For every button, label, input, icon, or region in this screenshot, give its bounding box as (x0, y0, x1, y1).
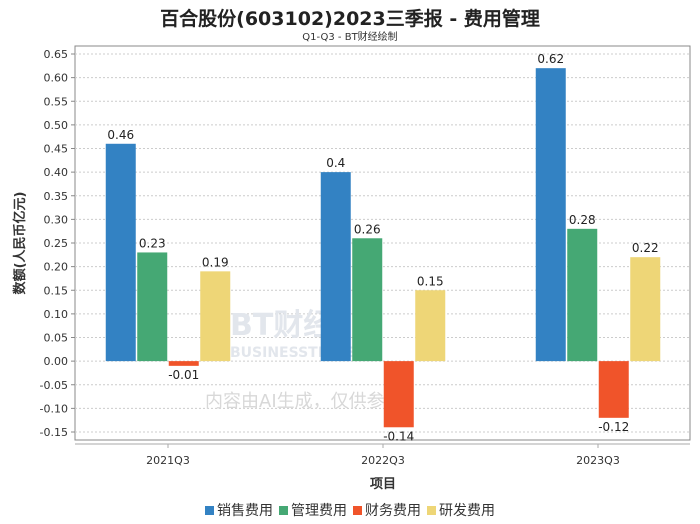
legend-label: 研发费用 (439, 503, 495, 519)
y-tick-label: 0.15 (44, 284, 69, 297)
watermark-notice: 内容由AI生成，仅供参考 (205, 391, 403, 412)
bar-财务费用 (168, 361, 199, 366)
legend-label: 管理费用 (291, 503, 347, 519)
y-tick-label: -0.05 (40, 379, 68, 392)
bar-管理费用 (137, 252, 168, 362)
y-tick-label: 0.40 (44, 166, 69, 179)
y-tick-label: 0.20 (44, 261, 69, 274)
data-label: -0.01 (168, 368, 199, 382)
legend-item[interactable]: 财务费用 (353, 503, 421, 519)
y-tick-label: 0.60 (44, 72, 69, 85)
y-tick-label: 0.55 (44, 95, 69, 108)
data-label: 0.62 (537, 52, 564, 66)
data-label: 0.22 (632, 241, 659, 255)
data-label: 0.26 (354, 222, 381, 236)
bar-财务费用 (383, 361, 414, 428)
watermark-brand: BT财经 (230, 308, 333, 343)
y-tick-label: 0.45 (44, 143, 69, 156)
data-label: 0.46 (107, 128, 134, 142)
bar-研发费用 (200, 271, 231, 362)
x-tick-label: 2021Q3 (146, 454, 190, 467)
data-label: -0.14 (383, 429, 414, 443)
legend-swatch (205, 506, 214, 515)
bar-研发费用 (630, 257, 661, 362)
x-tick-label: 2022Q3 (361, 454, 405, 467)
bar-财务费用 (598, 361, 629, 418)
y-axis-label: 数额(人民币亿元) (12, 192, 28, 295)
legend-swatch (279, 506, 288, 515)
bar-销售费用 (105, 143, 136, 362)
y-tick-label: -0.10 (40, 402, 68, 415)
data-label: 0.28 (569, 213, 596, 227)
y-tick-label: 0.10 (44, 308, 69, 321)
legend-item[interactable]: 研发费用 (427, 503, 495, 519)
bar-管理费用 (567, 228, 598, 362)
legend-label: 销售费用 (217, 503, 273, 519)
x-axis-label: 项目 (370, 477, 396, 492)
y-tick-label: 0.00 (44, 355, 69, 368)
bar-销售费用 (320, 172, 351, 362)
y-tick-label: -0.15 (40, 426, 68, 439)
y-tick-label: 0.30 (44, 213, 69, 226)
data-label: 0.23 (139, 236, 166, 250)
y-tick-label: 0.35 (44, 190, 69, 203)
legend-item[interactable]: 销售费用 (205, 503, 273, 519)
legend-swatch (353, 506, 362, 515)
y-tick-label: 0.25 (44, 237, 69, 250)
legend-label: 财务费用 (365, 503, 421, 519)
data-label: 0.15 (417, 274, 444, 288)
legend: 销售费用 管理费用 财务费用 研发费用 (0, 500, 700, 520)
chart-title: 百合股份(603102)2023三季报 - 费用管理 (160, 8, 540, 30)
data-label: -0.12 (598, 420, 629, 434)
data-label: 0.4 (326, 156, 345, 170)
bar-销售费用 (535, 68, 566, 362)
bar-管理费用 (352, 238, 383, 362)
data-label: 0.19 (202, 255, 229, 269)
chart-subtitle: Q1-Q3 - BT财经绘制 (302, 32, 398, 43)
legend-item[interactable]: 管理费用 (279, 503, 347, 519)
legend-swatch (427, 506, 436, 515)
y-tick-label: 0.05 (44, 332, 69, 345)
y-tick-label: 0.50 (44, 119, 69, 132)
bar-研发费用 (415, 290, 446, 362)
y-tick-label: 0.65 (44, 48, 69, 61)
x-tick-label: 2023Q3 (576, 454, 620, 467)
